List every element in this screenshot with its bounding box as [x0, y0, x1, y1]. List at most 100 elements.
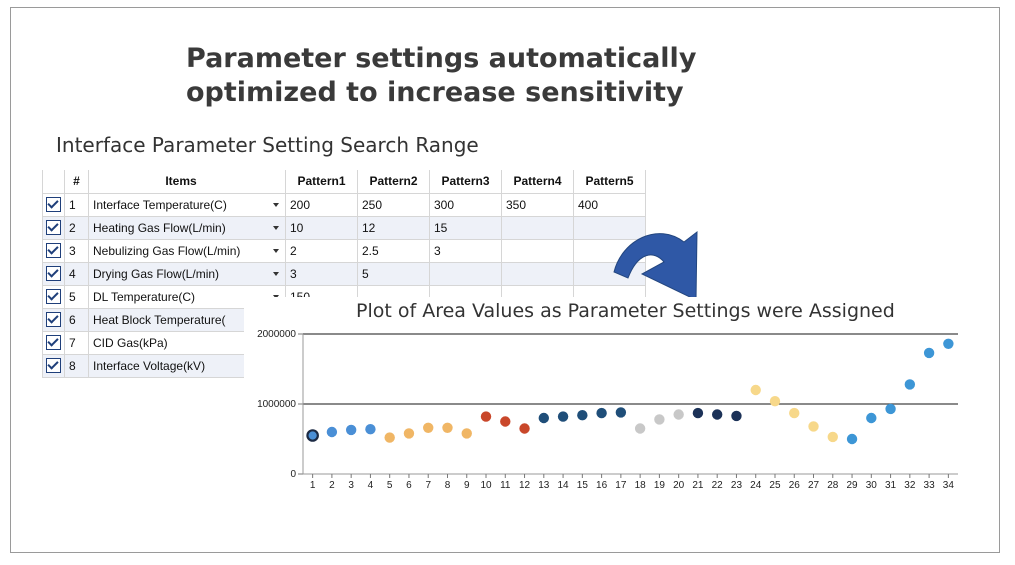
chart-title: Plot of Area Values as Parameter Setting… — [356, 300, 895, 322]
data-point — [519, 423, 530, 434]
header-pattern1[interactable]: Pattern1 — [285, 170, 358, 194]
dropdown-arrow-icon[interactable] — [273, 225, 279, 230]
dropdown-arrow-icon[interactable] — [273, 248, 279, 253]
pattern-cell[interactable]: 5 — [357, 261, 430, 286]
row-checkbox-cell — [42, 307, 65, 332]
header-pattern4[interactable]: Pattern4 — [501, 170, 574, 194]
x-tick-label: 26 — [789, 480, 801, 491]
row-checkbox-cell — [42, 215, 65, 240]
row-checkbox[interactable] — [46, 220, 61, 236]
row-checkbox[interactable] — [46, 358, 61, 374]
y-tick-label: 1000000 — [257, 399, 296, 410]
row-number: 2 — [64, 215, 89, 240]
data-point — [442, 422, 453, 433]
data-point — [365, 424, 376, 435]
row-item-label: Drying Gas Flow(L/min) — [93, 266, 220, 281]
pattern-cell[interactable]: 200 — [285, 192, 358, 217]
pattern-cell[interactable] — [501, 261, 574, 286]
pattern-cell[interactable] — [429, 261, 502, 286]
x-tick-label: 16 — [596, 480, 608, 491]
row-item-select[interactable]: Heating Gas Flow(L/min) — [88, 215, 286, 240]
row-checkbox[interactable] — [46, 289, 61, 305]
pattern-cell[interactable]: 350 — [501, 192, 574, 217]
data-point — [461, 428, 472, 439]
data-point — [711, 409, 723, 420]
row-checkbox[interactable] — [46, 243, 61, 259]
pattern-cell[interactable]: 2 — [285, 238, 358, 263]
x-tick-label: 12 — [519, 480, 531, 491]
row-checkbox-cell — [42, 238, 65, 263]
pattern-cell[interactable]: 250 — [357, 192, 430, 217]
data-point — [750, 384, 761, 396]
row-number: 5 — [64, 284, 89, 309]
pattern-cell[interactable]: 10 — [285, 215, 358, 240]
row-checkbox[interactable] — [46, 335, 61, 351]
row-item-select[interactable]: Drying Gas Flow(L/min) — [88, 261, 286, 286]
data-point — [673, 409, 684, 420]
data-point — [634, 423, 646, 434]
data-point — [808, 421, 819, 432]
row-checkbox-cell — [42, 330, 65, 355]
x-tick-label: 1 — [310, 480, 316, 491]
header-number[interactable]: # — [64, 170, 89, 194]
pattern-cell[interactable]: 400 — [573, 192, 646, 217]
data-point — [403, 428, 415, 439]
data-point — [345, 424, 357, 436]
dropdown-arrow-icon[interactable] — [273, 294, 279, 299]
row-item-label: CID Gas(kPa) — [93, 335, 168, 350]
pattern-cell[interactable] — [573, 215, 646, 240]
curved-arrow-icon — [613, 230, 698, 301]
row-number: 3 — [64, 238, 89, 263]
pattern-cell[interactable]: 2.5 — [357, 238, 430, 263]
data-point — [596, 407, 607, 419]
dropdown-arrow-icon[interactable] — [273, 202, 279, 207]
header-items[interactable]: Items — [88, 170, 286, 194]
x-tick-label: 22 — [712, 480, 724, 491]
x-tick-label: 27 — [808, 480, 820, 491]
row-number: 6 — [64, 307, 89, 332]
row-number: 4 — [64, 261, 89, 286]
pattern-cell[interactable]: 3 — [429, 238, 502, 263]
x-tick-label: 11 — [500, 480, 511, 491]
data-point — [326, 426, 338, 438]
pattern-cell[interactable]: 15 — [429, 215, 502, 240]
pattern-cell[interactable]: 300 — [429, 192, 502, 217]
y-tick-label: 0 — [290, 469, 296, 480]
row-item-label: Interface Voltage(kV) — [93, 358, 206, 373]
table-row[interactable]: 1 Interface Temperature(C) 200 250 300 350 400 — [42, 192, 646, 217]
row-checkbox[interactable] — [46, 266, 61, 282]
headline-line-1: Parameter settings automatically — [186, 43, 697, 74]
data-point — [615, 407, 627, 418]
table-row[interactable]: 2 Heating Gas Flow(L/min) 10 12 15 — [42, 215, 646, 240]
x-tick-label: 34 — [943, 480, 955, 491]
x-tick-label: 13 — [538, 480, 550, 491]
row-item-label: Interface Temperature(C) — [93, 197, 227, 212]
table-row[interactable]: 3 Nebulizing Gas Flow(L/min) 2 2.5 3 — [42, 238, 646, 263]
header-pattern3[interactable]: Pattern3 — [429, 170, 502, 194]
header-pattern2[interactable]: Pattern2 — [357, 170, 430, 194]
pattern-cell[interactable]: 3 — [285, 261, 358, 286]
data-point — [769, 396, 781, 407]
row-checkbox[interactable] — [46, 197, 61, 213]
x-tick-label: 14 — [558, 480, 570, 491]
y-tick-label: 2000000 — [257, 329, 296, 340]
x-tick-label: 31 — [885, 480, 897, 491]
row-item-select[interactable]: Interface Voltage(kV) — [88, 353, 286, 378]
row-checkbox-cell — [42, 192, 65, 217]
x-tick-label: 10 — [480, 480, 492, 491]
data-point — [904, 379, 916, 390]
table-row[interactable]: 4 Drying Gas Flow(L/min) 3 5 — [42, 261, 646, 286]
x-tick-label: 7 — [425, 480, 431, 491]
pattern-cell[interactable] — [501, 215, 574, 240]
data-point — [538, 412, 550, 424]
row-checkbox-cell — [42, 261, 65, 286]
row-checkbox[interactable] — [46, 312, 61, 328]
pattern-cell[interactable]: 12 — [357, 215, 430, 240]
pattern-cell[interactable] — [501, 238, 574, 263]
header-pattern5[interactable]: Pattern5 — [573, 170, 646, 194]
row-item-select[interactable]: Nebulizing Gas Flow(L/min) — [88, 238, 286, 263]
header-check-column — [42, 170, 65, 194]
row-item-select[interactable]: Interface Temperature(C) — [88, 192, 286, 217]
dropdown-arrow-icon[interactable] — [273, 271, 279, 276]
